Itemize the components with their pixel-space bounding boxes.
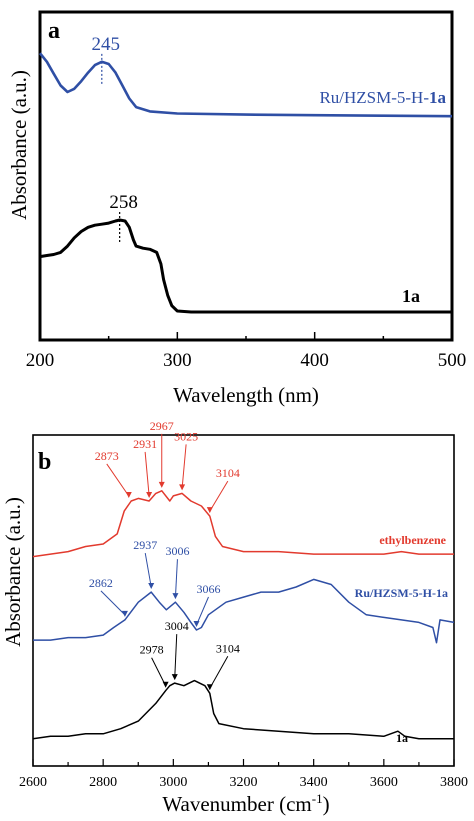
panel-b-peak-label: 2937 xyxy=(133,538,157,552)
panel-b-x-tick-label: 3800 xyxy=(440,775,468,790)
panel-b-series-label-ru: Ru/HZSM-5-H-1a xyxy=(355,586,448,600)
panel-b-peak-label: 3104 xyxy=(216,641,240,655)
panel-a-peak-label: 245 xyxy=(92,34,121,55)
panel-b-series-line xyxy=(32,679,454,740)
panel-a-annotations: 245 258 xyxy=(92,34,138,242)
panel-b: b 2600 2800 3000 3200 3400 3600 3800 287329312… xyxy=(1,419,468,816)
panel-b-peak-arrow xyxy=(196,596,209,626)
panel-a-letter: a xyxy=(48,18,60,44)
panel-a-ticks xyxy=(39,332,453,340)
panel-a-series-label-1a: 1a xyxy=(402,286,420,306)
panel-b-x-tick-label: 3400 xyxy=(300,775,328,790)
panel-b-peak-label: 3104 xyxy=(216,466,240,480)
panel-b-peak-label: 2873 xyxy=(95,449,119,463)
panel-b-peak-arrowhead xyxy=(162,681,169,688)
panel-a: a 200 300 400 500 245 258 Wavelength (nm) Ab… xyxy=(7,10,467,407)
panel-b-peak-arrow xyxy=(209,656,229,689)
panel-b-peak-label: 3025 xyxy=(174,429,198,443)
panel-a-series-line xyxy=(38,52,453,118)
panel-b-peak-arrow xyxy=(209,480,229,512)
panel-b-x-tick-label: 3000 xyxy=(159,775,187,790)
panel-a-x-tick-label: 200 xyxy=(26,350,55,371)
panel-b-peak-arrow xyxy=(144,451,150,497)
panel-b-series-line xyxy=(33,578,455,644)
panel-b-peak-arrowhead xyxy=(125,491,132,498)
panel-a-series xyxy=(38,52,453,314)
panel-b-x-tick-label: 3600 xyxy=(370,775,398,790)
panel-a-xlabel: Wavelength (nm) xyxy=(173,383,319,407)
panel-a-series-label-ru: Ru/HZSM-5-H-1a xyxy=(319,88,446,107)
panel-b-peak-arrowhead xyxy=(206,684,213,691)
panel-b-peak-arrow xyxy=(106,463,130,497)
panel-b-letter: b xyxy=(38,449,51,475)
panel-b-peak-arrow xyxy=(100,590,126,616)
panel-a-series-line xyxy=(39,218,452,314)
panel-b-peak-label: 2967 xyxy=(150,419,174,433)
panel-b-peak-arrowhead xyxy=(158,481,165,488)
panel-b-peak-arrow xyxy=(151,657,167,686)
panel-b-peak-arrow xyxy=(174,559,178,598)
panel-b-xlabel: Wavenumber (cm-1) xyxy=(162,791,329,816)
panel-b-peak-arrowhead xyxy=(146,491,153,498)
panel-b-x-tick-label: 2800 xyxy=(89,775,117,790)
panel-a-x-tick-label: 500 xyxy=(438,350,467,371)
panel-a-peak-label: 258 xyxy=(109,192,138,213)
panel-b-peak-arrow xyxy=(144,552,152,588)
panel-b-ticks xyxy=(32,759,455,766)
panel-a-x-tick-label: 400 xyxy=(300,350,329,371)
panel-b-peak-label: 3066 xyxy=(196,582,220,596)
panel-b-peak-label: 3004 xyxy=(165,619,189,633)
panel-a-tick-labels: 200 300 400 500 xyxy=(26,350,467,371)
panel-b-peak-arrowhead xyxy=(172,593,179,600)
panel-b-x-tick-label: 2600 xyxy=(19,775,47,790)
panel-b-tick-labels: 2600 2800 3000 3200 3400 3600 3800 xyxy=(19,775,468,790)
panel-b-peak-arrow xyxy=(174,634,178,679)
panel-b-peak-arrowhead xyxy=(193,621,200,628)
panel-b-peak-label: 2978 xyxy=(140,643,164,657)
panel-b-series-label-1a: 1a xyxy=(396,731,408,745)
panel-b-peak-arrowhead xyxy=(179,484,186,491)
panel-b-peak-arrowhead xyxy=(171,674,178,681)
panel-b-series-label-ethylbenzene: ethylbenzene xyxy=(379,533,446,547)
panel-b-x-tick-label: 3200 xyxy=(230,775,258,790)
panel-a-x-tick-label: 300 xyxy=(163,350,192,371)
panel-b-series xyxy=(32,490,455,740)
panel-a-ylabel: Absorbance (a.u.) xyxy=(7,70,31,220)
panel-b-peak-arrow xyxy=(181,444,187,489)
panel-b-peak-arrowhead xyxy=(148,583,155,590)
panel-b-peak-arrowhead xyxy=(121,610,128,617)
panel-b-peak-label: 3006 xyxy=(165,544,189,558)
panel-b-series-line xyxy=(32,490,454,558)
panel-b-peak-arrowhead xyxy=(206,507,213,514)
panel-b-ylabel: Absorbance (a.u.) xyxy=(1,497,25,647)
panel-b-frame xyxy=(32,434,455,767)
panel-b-peak-label: 2862 xyxy=(89,576,113,590)
panel-b-peak-label: 2931 xyxy=(133,437,157,451)
